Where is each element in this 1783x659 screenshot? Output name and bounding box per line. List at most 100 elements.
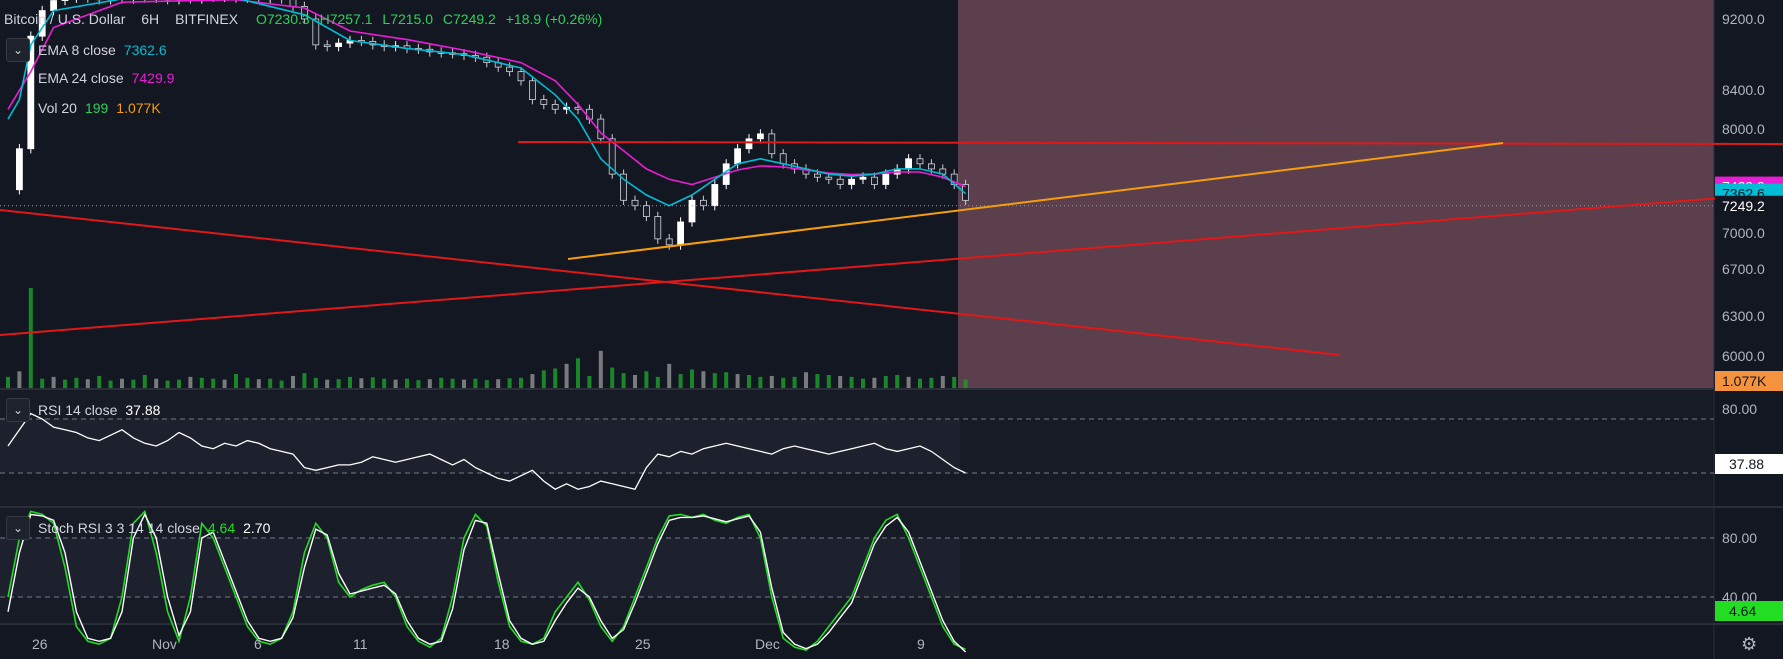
price-axis-tick-label: 6300.0 (1722, 308, 1765, 324)
candle-body (734, 148, 741, 165)
volume-bar (621, 373, 626, 388)
candle-body (15, 148, 23, 191)
rsi-legend[interactable]: ⌄ RSI 14 close 37.88 (6, 398, 160, 422)
time-axis-tick-label: 11 (353, 636, 368, 652)
volume-bar (735, 374, 740, 388)
volume-bar (564, 363, 569, 388)
volume-bar (918, 378, 922, 388)
rsi-line (7, 412, 966, 490)
candle-body (620, 173, 627, 201)
volume-bar (758, 376, 763, 388)
volume-bar (484, 380, 489, 388)
volume-bar (256, 379, 261, 388)
volume-bar (439, 377, 444, 388)
candle-body (848, 178, 855, 185)
candle-body (529, 80, 536, 100)
time-axis-tick-label: 18 (494, 636, 510, 652)
volume-bar (655, 376, 660, 388)
ema8-label: EMA 8 close (38, 42, 116, 58)
volume-bar (576, 358, 580, 388)
candle-body (768, 133, 776, 155)
time-axis-tick-label: 9 (917, 636, 925, 652)
gear-icon: ⚙ (1741, 634, 1757, 655)
candle-body (300, 5, 308, 20)
stoch-value-badge: 4.64 (1729, 603, 1756, 619)
volume-label: Vol 20 (38, 100, 77, 116)
volume-bar (712, 373, 717, 388)
volume-bar (154, 378, 159, 388)
candle-body (608, 138, 616, 175)
candle-body (711, 184, 719, 207)
volume-bar (838, 375, 843, 388)
candle-body (745, 138, 753, 150)
candle-body (814, 173, 821, 178)
volume-bar (359, 378, 364, 388)
volume-bar (587, 375, 592, 388)
price-axis-tick-label: 9200.0 (1722, 11, 1765, 27)
price-axis-tick-label: 6000.0 (1722, 348, 1765, 364)
candle-body (677, 221, 684, 246)
ema24-label: EMA 24 close (38, 70, 124, 86)
chevron-down-icon[interactable]: ⌄ (6, 38, 30, 62)
candle-body (825, 176, 833, 180)
volume-bar (405, 378, 409, 388)
candle-body (962, 184, 969, 201)
price-axis-tick-label: 7000.0 (1722, 225, 1765, 241)
volume-bar (781, 377, 786, 388)
stoch-legend[interactable]: ⌄ Stoch RSI 3 3 14 14 close 4.64 2.70 (6, 516, 270, 540)
interval-label[interactable]: 6H (141, 11, 160, 27)
price-axis-tick-label: 8000.0 (1722, 121, 1765, 137)
volume-bar (416, 380, 421, 388)
volume-bar (17, 371, 22, 388)
candle-body (654, 216, 662, 240)
ohlc-change: +18.9 (+0.26%) (505, 11, 603, 27)
volume-bar (826, 375, 831, 388)
time-axis-tick-label: Dec (755, 636, 780, 652)
volume-bar (131, 379, 136, 388)
volume-bar (678, 374, 683, 388)
time-axis-tick-label: Nov (152, 636, 177, 652)
volume-bar (633, 375, 637, 388)
volume-bar (895, 375, 900, 388)
volume-bar (963, 379, 968, 388)
ema24-legend[interactable]: EMA 24 close 7429.9 (6, 70, 174, 86)
candle-body (859, 176, 867, 180)
chevron-down-icon[interactable]: ⌄ (6, 516, 30, 540)
volume-bar (644, 371, 649, 388)
rsi-value-badge: 37.88 (1729, 456, 1764, 472)
candle-body (665, 238, 673, 246)
volume-bar (142, 375, 147, 388)
symbol-name[interactable]: Bitcoin / U.S. Dollar (4, 11, 126, 27)
volume-bar (804, 372, 808, 388)
candle-body (540, 99, 548, 105)
volume-bar (393, 379, 398, 388)
volume-bar (97, 375, 102, 388)
volume-value: 199 (84, 100, 109, 116)
candle-body (506, 66, 514, 73)
future-zone-shading (958, 0, 1714, 388)
candle-body (61, 0, 69, 1)
volume-legend[interactable]: Vol 20 199 1.077K (6, 100, 161, 116)
volume-bar (63, 379, 67, 388)
ascending-trendline (0, 192, 1783, 336)
volume-bar (530, 374, 535, 388)
resistance-trendline (517, 141, 1783, 145)
volume-bar (74, 377, 79, 388)
price-axis-tick-label: 6700.0 (1722, 261, 1765, 277)
chevron-down-icon[interactable]: ⌄ (6, 398, 30, 422)
candle-body (335, 42, 343, 48)
volume-bar (610, 367, 615, 388)
volume-bar (883, 375, 888, 388)
volume-bar (40, 378, 45, 388)
ema24-line (7, 0, 966, 188)
volume-bar (815, 374, 820, 388)
ohlc-high: H7257.1 (319, 11, 373, 27)
stoch-label: Stoch RSI 3 3 14 14 close (38, 520, 200, 536)
ema8-legend[interactable]: ⌄ EMA 8 close 7362.6 (6, 38, 167, 62)
stoch-value-badge-bg (1715, 601, 1783, 621)
volume-bar (519, 377, 523, 388)
rsi-value: 37.88 (125, 402, 161, 418)
candle-body (779, 153, 787, 165)
stoch-axis-tick-label: 80.00 (1722, 530, 1757, 546)
